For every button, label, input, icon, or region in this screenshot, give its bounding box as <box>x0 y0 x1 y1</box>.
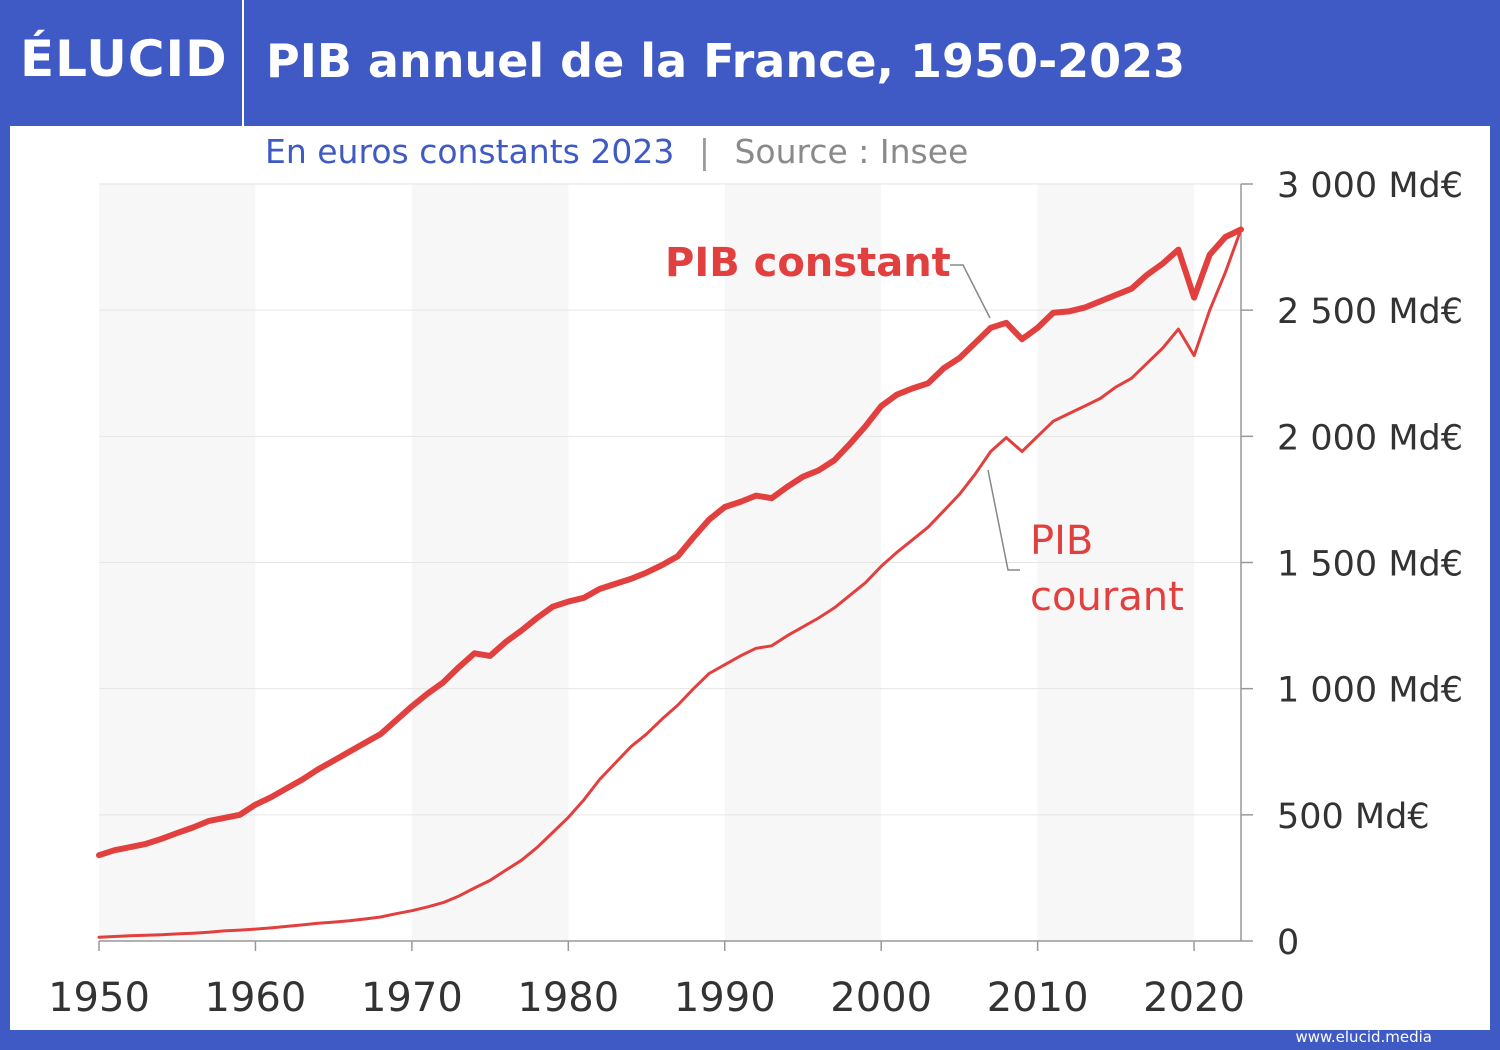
subtitle-row: En euros constants 2023 | Source : Insee <box>265 132 968 171</box>
x-tick-label: 2020 <box>1143 975 1245 1021</box>
y-tick-label: 0 <box>1277 923 1299 963</box>
x-tick-label: 1980 <box>517 975 619 1021</box>
source: Source : Insee <box>734 132 969 171</box>
series-label: PIB constant <box>665 240 951 286</box>
footer: www.elucid.media <box>1295 1028 1432 1046</box>
y-tick-label: 3 000 Md€ <box>1277 166 1463 206</box>
logo: ÉLUCID <box>20 30 228 88</box>
y-tick-label: 2 500 Md€ <box>1277 292 1463 332</box>
leader-line <box>987 469 1020 571</box>
series-line <box>96 226 1244 859</box>
separator <box>242 0 244 126</box>
y-tick-label: 500 Md€ <box>1277 797 1430 837</box>
x-tick-label: 1950 <box>48 975 150 1021</box>
series-label: PIB courant <box>1030 518 1184 620</box>
series-line <box>97 227 1243 939</box>
x-tick-label: 1960 <box>205 975 307 1021</box>
x-tick-label: 2010 <box>987 975 1089 1021</box>
x-tick-label: 1990 <box>674 975 776 1021</box>
y-tick-label: 1 500 Md€ <box>1277 545 1463 585</box>
x-tick-label: 2000 <box>830 975 932 1021</box>
subtitle: En euros constants 2023 <box>265 132 675 171</box>
x-tick-label: 1970 <box>361 975 463 1021</box>
y-tick-label: 2 000 Md€ <box>1277 418 1463 458</box>
y-tick-label: 1 000 Md€ <box>1277 671 1463 711</box>
chart-title: PIB annuel de la France, 1950-2023 <box>266 34 1186 88</box>
leader-line <box>950 264 991 319</box>
divider: | <box>698 132 710 171</box>
